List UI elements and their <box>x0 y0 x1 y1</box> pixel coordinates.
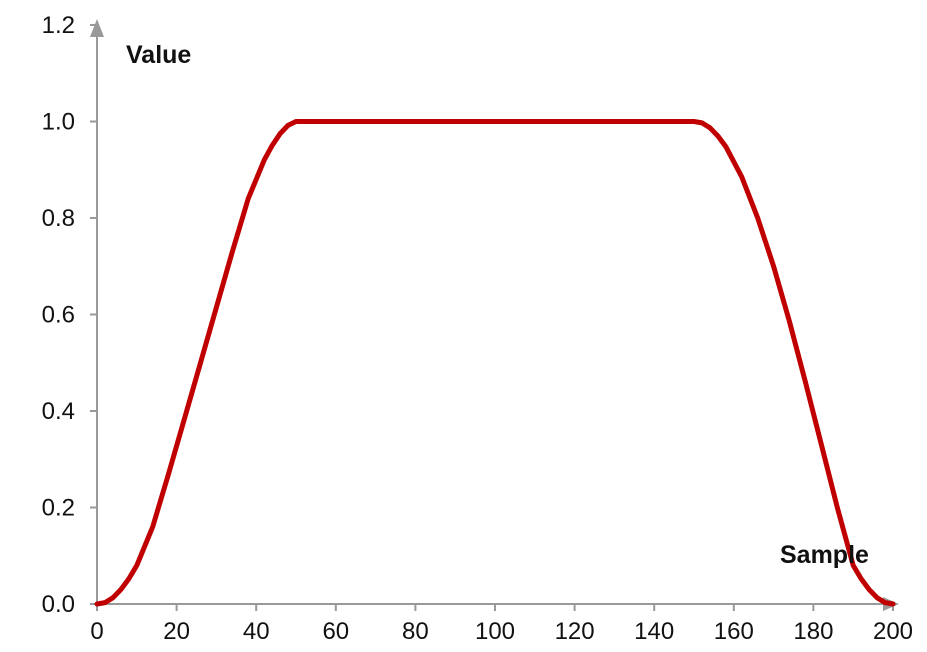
x-tick-label: 40 <box>243 618 270 645</box>
y-tick-label: 0.6 <box>42 302 75 329</box>
x-tick-label: 0 <box>90 618 103 645</box>
x-tick-label: 60 <box>322 618 349 645</box>
y-tick-label: 0.8 <box>42 205 75 232</box>
x-tick-label: 200 <box>873 618 913 645</box>
y-tick-label: 0.4 <box>42 398 75 425</box>
y-tick-label: 1.2 <box>42 12 75 39</box>
axes <box>90 19 899 611</box>
x-tick-label: 160 <box>714 618 754 645</box>
ticks: 0 20 40 60 80 100 120 140 160 180 200 0.0 0.2 0.4 0.6 0… <box>42 12 913 645</box>
x-tick-label: 100 <box>475 618 515 645</box>
x-axis-title: Sample <box>780 541 869 569</box>
series <box>94 119 896 607</box>
x-tick-label: 20 <box>163 618 190 645</box>
y-tick-label: 0.0 <box>42 591 75 618</box>
x-tick-label: 120 <box>555 618 595 645</box>
y-tick-label: 1.0 <box>42 109 75 136</box>
y-tick-label: 0.2 <box>42 495 75 522</box>
x-tick-label: 80 <box>402 618 429 645</box>
series-line <box>94 119 896 607</box>
x-tick-label: 180 <box>793 618 833 645</box>
x-tick-label: 140 <box>634 618 674 645</box>
y-axis-title: Value <box>126 41 191 69</box>
y-axis-arrow <box>90 19 104 37</box>
